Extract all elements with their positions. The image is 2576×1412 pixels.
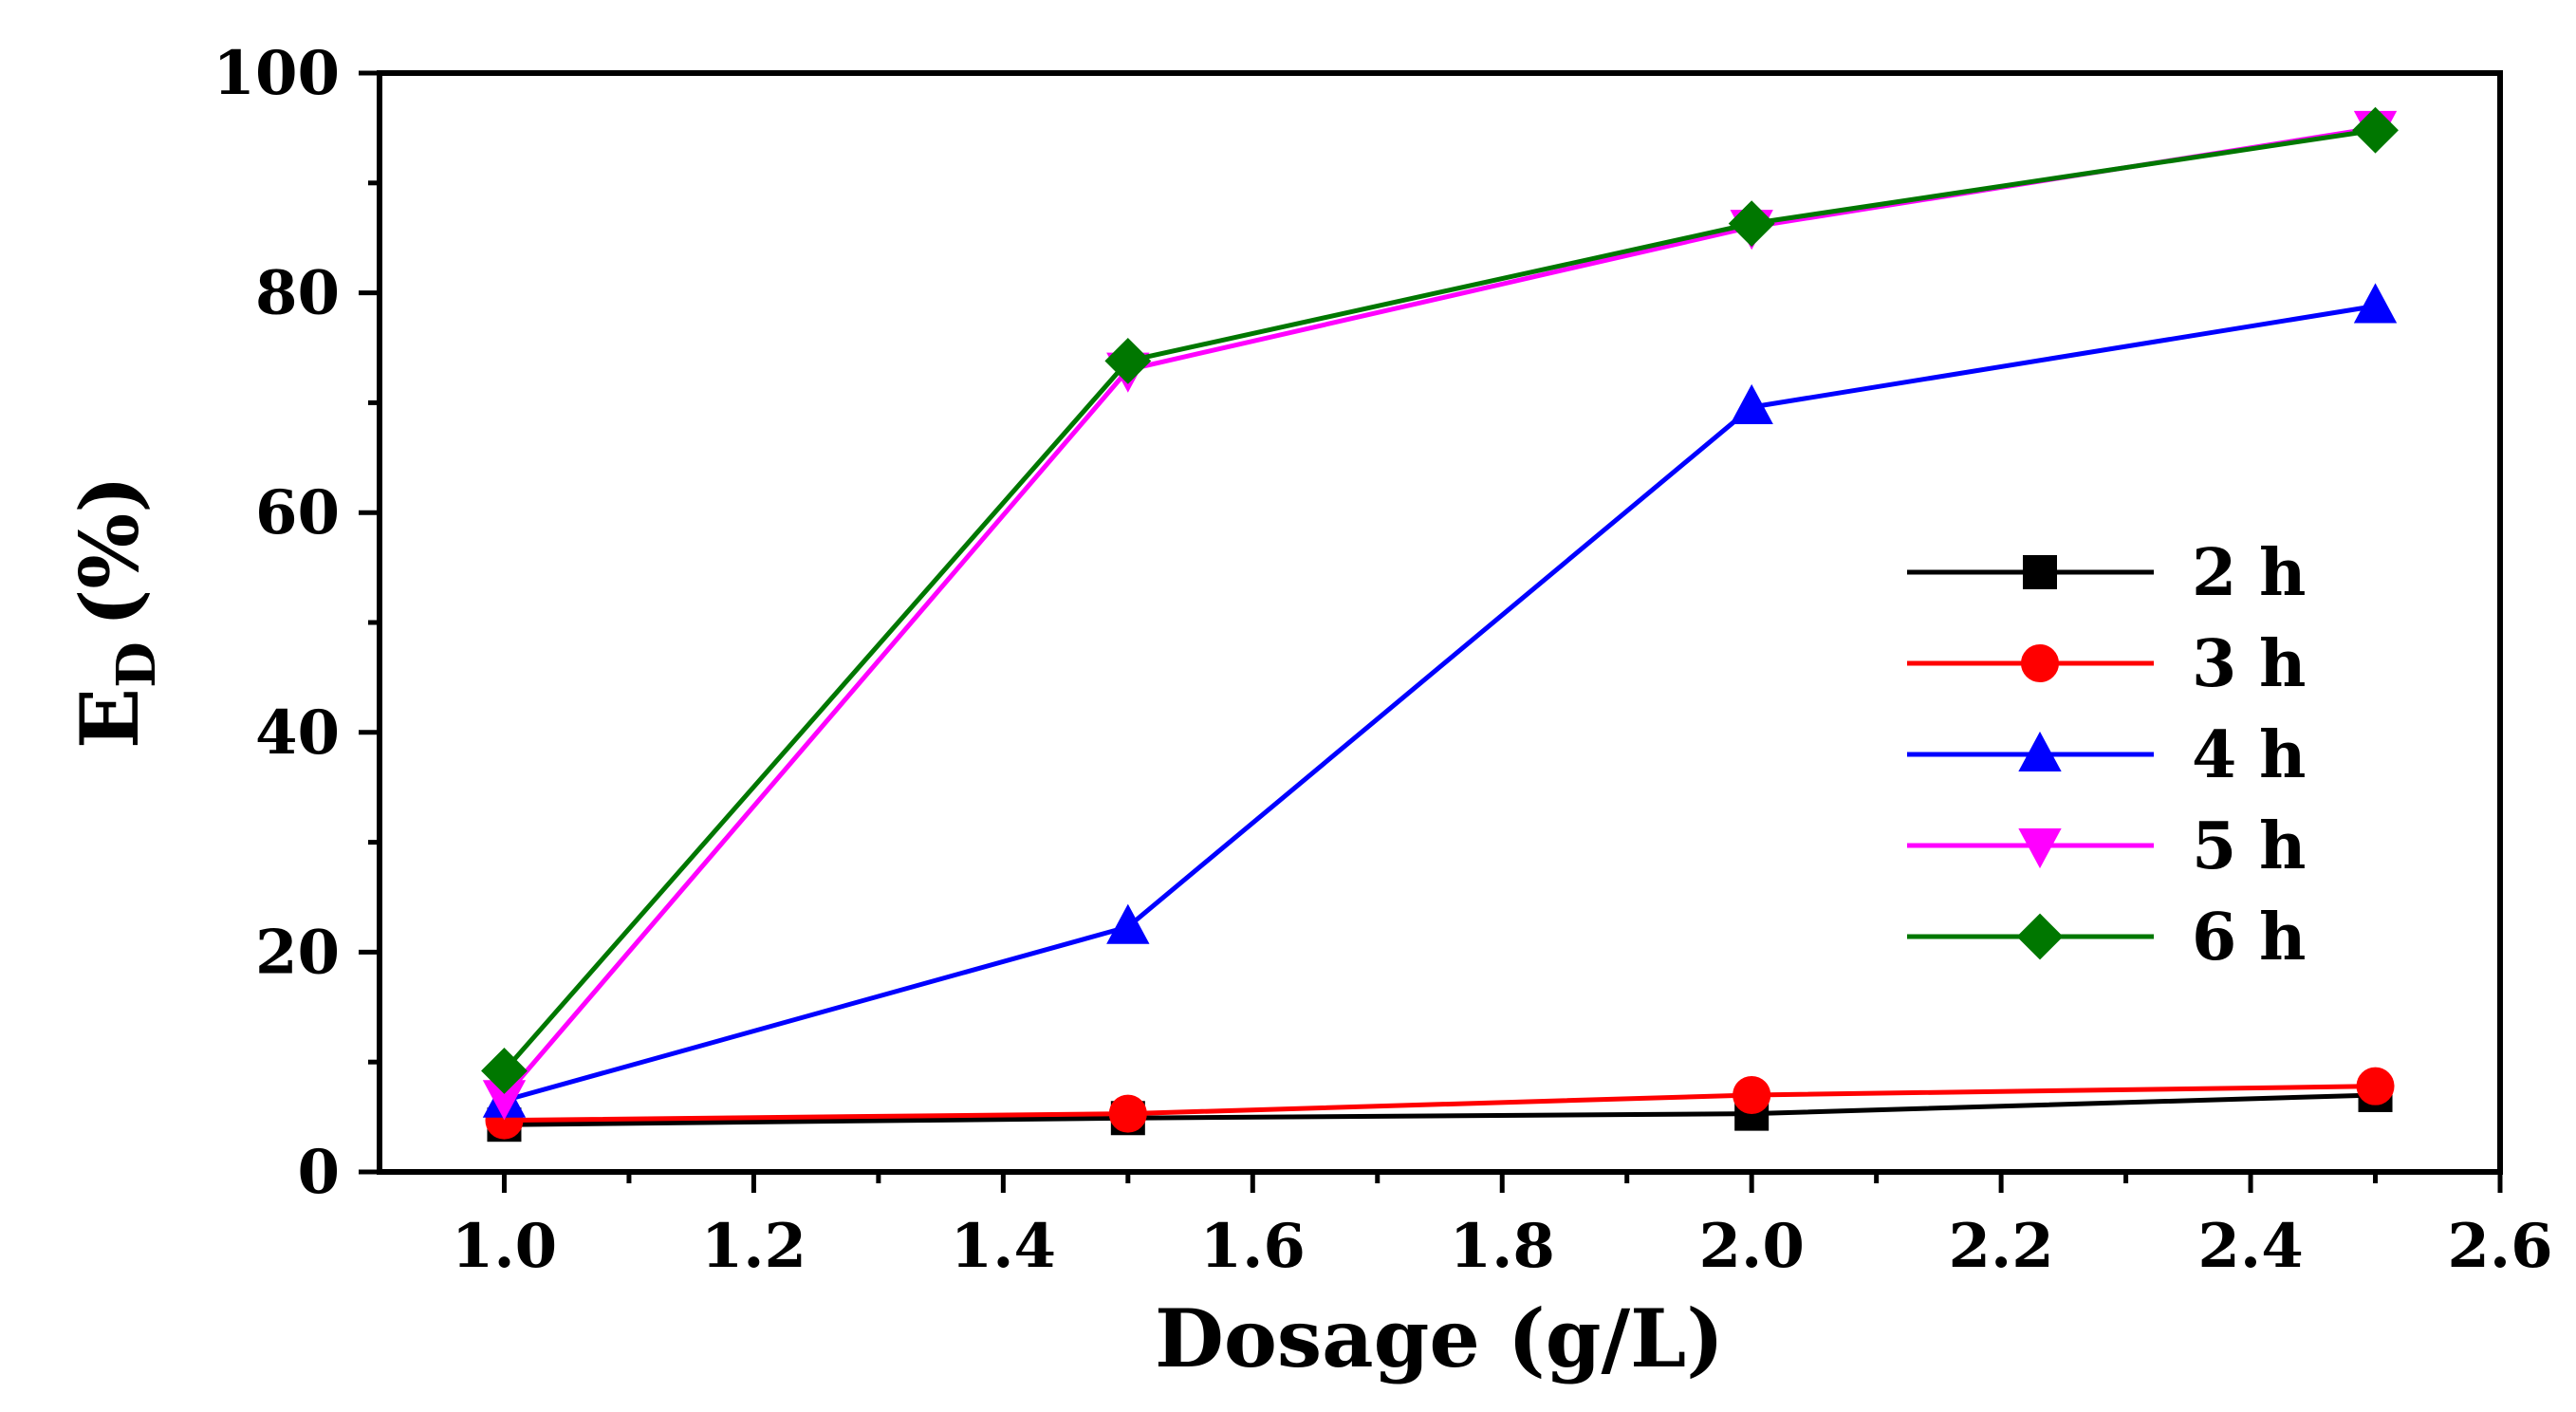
svg-text:ED(%): ED (%)	[63, 475, 168, 749]
series-line	[502, 127, 2376, 1073]
legend-label: 4 h	[2192, 717, 2306, 793]
y-tick-label: 100	[213, 38, 340, 109]
y-axis-title-tail: (%)	[63, 475, 157, 626]
legend-label: 2 h	[2192, 535, 2306, 611]
y-tick-label: 20	[255, 917, 340, 988]
x-tick-label: 2.2	[1948, 1211, 2053, 1282]
legend-entry: 5 h	[1907, 808, 2306, 884]
data-point	[1733, 1075, 1771, 1114]
legend: 2 h 3 h 4 h 5 h 6 h	[1907, 535, 2306, 975]
legend-marker	[2018, 828, 2062, 869]
y-tick-label: 40	[255, 697, 340, 769]
x-tick-label: 1.6	[1200, 1211, 1306, 1282]
legend-entry: 6 h	[1907, 900, 2306, 975]
data-point	[1730, 383, 1773, 425]
y-tick-label: 60	[255, 477, 340, 548]
data-point	[2352, 106, 2399, 154]
data-point	[2356, 1067, 2395, 1105]
legend-entry: 2 h	[1907, 535, 2306, 611]
plot-frame	[377, 70, 2503, 1175]
legend-label: 3 h	[2192, 626, 2306, 702]
x-tick-label: 1.0	[452, 1211, 557, 1282]
data-point	[1108, 1094, 1147, 1133]
y-tick-label: 0	[297, 1137, 340, 1208]
series-line	[503, 304, 2376, 1104]
x-tick-label: 1.8	[1450, 1211, 1555, 1282]
legend-marker	[2023, 555, 2057, 589]
series-6h	[481, 106, 2399, 1094]
x-tick-label: 1.4	[951, 1211, 1056, 1282]
tick-labels: 1.0 1.2 1.4 1.6 1.8 2.0 2.2 2.4 2.6 0 20 40 60 80 100	[213, 38, 2552, 1282]
axis-ticks	[359, 70, 2503, 1193]
x-tick-label: 2.6	[2447, 1211, 2552, 1282]
legend-label: 6 h	[2192, 900, 2306, 975]
series-line	[504, 1084, 2376, 1124]
series-line	[502, 125, 2376, 1099]
data-point	[2353, 283, 2398, 324]
y-axis-title: ED (%)	[63, 475, 168, 749]
legend-label: 5 h	[2192, 808, 2306, 884]
series-group	[481, 106, 2399, 1143]
data-point	[481, 1048, 528, 1094]
x-tick-label: 1.2	[701, 1211, 806, 1282]
y-tick-label: 80	[255, 258, 340, 329]
x-axis-title: Dosage (g/L)	[1155, 1291, 1724, 1385]
series-4h	[482, 283, 2398, 1118]
y-axis-title-sub: D	[105, 641, 168, 688]
legend-marker	[2018, 731, 2062, 771]
data-point	[1106, 903, 1150, 944]
data-point	[1104, 337, 1152, 384]
legend-entry: 3 h	[1907, 626, 2306, 702]
data-point	[1728, 200, 1775, 248]
legend-marker	[2016, 913, 2064, 960]
series-line	[504, 1092, 2376, 1127]
x-tick-label: 2.0	[1699, 1211, 1805, 1282]
legend-entry: 4 h	[1907, 717, 2306, 793]
x-tick-label: 2.4	[2197, 1211, 2303, 1282]
y-axis-title-main: E	[63, 688, 157, 749]
series-5h	[482, 110, 2398, 1121]
legend-marker	[2021, 644, 2059, 682]
